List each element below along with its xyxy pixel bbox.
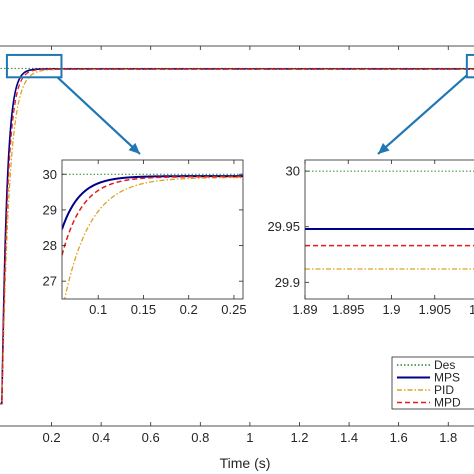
x-tick-label: 1.9 <box>469 302 474 317</box>
y-tick-label: 30 <box>286 164 300 179</box>
y-tick-label: 30 <box>43 167 57 182</box>
zoom-arrow-right-shaft <box>377 74 468 155</box>
x-tick-label: 1.4 <box>340 430 358 445</box>
series-lines <box>305 170 474 270</box>
legend-label: PID <box>434 383 454 397</box>
x-tick-label: 0.25 <box>221 302 246 317</box>
zoom-arrow-left-head <box>128 142 140 154</box>
plot-background <box>62 160 243 299</box>
x-tick-label: 1 <box>246 430 253 445</box>
legend-label: MPD <box>434 396 461 410</box>
series-line-mpd <box>62 175 243 256</box>
series-lines <box>0 67 474 405</box>
inset-plot-right: 1.89 1.895 1.9 1.905 1.9 29.9 29.95 30 <box>267 159 474 317</box>
x-tick-label: 1.89 <box>292 302 317 317</box>
zoom-box-left <box>5 53 63 79</box>
zoom-arrow-left-shaft <box>56 76 141 155</box>
x-tick-label: 1.8 <box>439 430 457 445</box>
x-tick-label: 0.15 <box>131 302 156 317</box>
x-axis-label: Time (s) <box>220 455 271 471</box>
x-tick-label: 1.9 <box>382 302 400 317</box>
x-tick-label: 0.8 <box>191 430 209 445</box>
axes-box <box>0 45 474 427</box>
x-tick-label: 0.4 <box>92 430 110 445</box>
x-tick-label: 0.6 <box>142 430 160 445</box>
x-tick-label: 1.2 <box>290 430 308 445</box>
x-tick-label: 1.6 <box>390 430 408 445</box>
legend-label: MPS <box>434 371 460 385</box>
y-tick-label: 28 <box>43 238 57 253</box>
legend-label: Des <box>434 358 455 372</box>
x-tick-label: 1.905 <box>418 302 451 317</box>
zoom-arrow-right-head <box>378 142 390 154</box>
axes-box <box>61 159 244 300</box>
x-tick-label: 0.2 <box>43 430 61 445</box>
legend-box <box>391 356 474 410</box>
y-tick-label: 29.9 <box>275 275 300 290</box>
series-line-pid <box>64 176 243 299</box>
series-line-pid <box>0 68 474 405</box>
y-tick-label: 29 <box>43 202 57 217</box>
y-tick-label: 27 <box>43 274 57 289</box>
series-lines <box>62 173 243 299</box>
x-tick-label: 0.2 <box>180 302 198 317</box>
x-tick-label: 0.1 <box>89 302 107 317</box>
x-tick-label: 1.895 <box>332 302 365 317</box>
y-tick-label: 29.95 <box>267 219 300 234</box>
inset-plot-left: 0.1 0.15 0.2 0.25 27 28 29 30 <box>43 159 247 317</box>
